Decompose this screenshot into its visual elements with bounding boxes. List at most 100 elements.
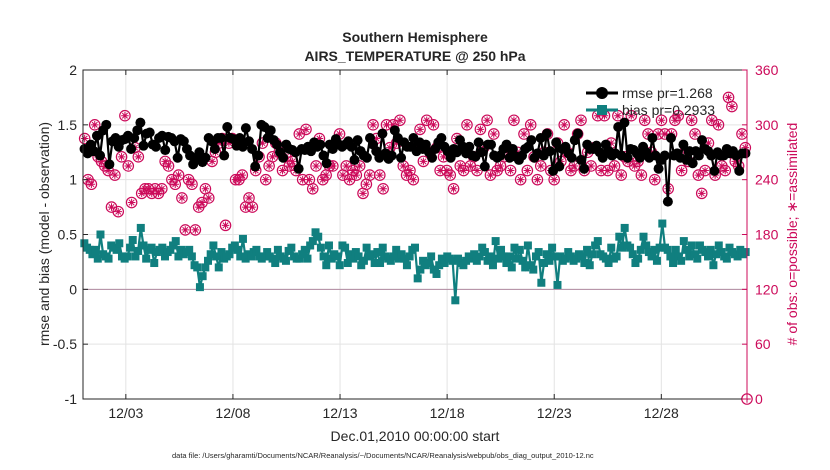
bias-point xyxy=(480,248,489,257)
x-tick-label: 12/03 xyxy=(108,405,143,421)
bias-point xyxy=(626,243,635,252)
bias-point xyxy=(736,245,745,254)
bias-point xyxy=(230,241,239,250)
obs-possible-point xyxy=(518,128,530,140)
obs-possible-point xyxy=(474,123,487,136)
y-right-tick-label: 240 xyxy=(755,172,779,188)
bias-point xyxy=(615,232,624,241)
bias-point xyxy=(518,256,527,265)
bias-point xyxy=(585,261,594,270)
bias-point xyxy=(467,254,476,263)
rmse-point xyxy=(464,141,475,152)
bias-point xyxy=(341,243,350,252)
bias-point xyxy=(542,250,551,259)
bias-point xyxy=(521,263,530,272)
obs-possible-point xyxy=(736,128,748,140)
bias-point xyxy=(470,250,479,259)
bias-point xyxy=(583,245,592,254)
bias-point xyxy=(435,261,444,270)
rmse-point xyxy=(222,122,233,133)
rmse-point xyxy=(647,132,658,143)
rmse-point xyxy=(321,158,332,169)
obs-possible-point xyxy=(367,119,379,131)
obs-possible-point xyxy=(414,123,426,136)
bias-point xyxy=(644,248,653,257)
rmse-point xyxy=(427,152,438,163)
y-right-tick-label: 60 xyxy=(755,336,771,352)
bias-point xyxy=(515,245,524,254)
bias-point xyxy=(413,274,422,283)
obs-possible-point xyxy=(699,164,711,177)
obs-possible-point xyxy=(558,119,571,131)
bias-point xyxy=(177,245,186,254)
rmse-point xyxy=(209,143,220,154)
rmse-point xyxy=(271,139,282,150)
bias-point xyxy=(427,252,436,261)
bias-point xyxy=(462,256,471,265)
bias-point xyxy=(376,259,385,268)
bias-point xyxy=(397,250,406,259)
bias-point xyxy=(212,252,221,261)
bias-point xyxy=(139,241,148,250)
obs-possible-point xyxy=(514,173,527,186)
bias-point xyxy=(386,256,395,265)
rmse-point xyxy=(250,161,261,172)
obs-possible-point xyxy=(461,119,473,131)
bias-point xyxy=(238,234,247,243)
bias-point xyxy=(131,252,140,261)
obs-possible-point xyxy=(672,109,685,122)
y-right-tick-label: 180 xyxy=(755,227,779,243)
bias-point xyxy=(287,243,296,252)
rmse-point xyxy=(697,135,708,146)
y-tick-label: 0.5 xyxy=(58,227,78,243)
obs-possible-point xyxy=(125,196,138,209)
bias-point xyxy=(298,250,307,259)
rmse-point xyxy=(200,152,211,163)
bias-point xyxy=(494,254,503,263)
rmse-point xyxy=(436,132,447,143)
x-axis-label: Dec.01,2010 00:00:00 start xyxy=(331,428,500,444)
bias-point xyxy=(628,250,637,259)
bias-point xyxy=(523,241,532,250)
rmse-point xyxy=(253,150,264,161)
bias-point xyxy=(572,254,581,263)
bias-point xyxy=(411,243,419,252)
bias-point xyxy=(128,235,137,244)
bias-point xyxy=(564,248,573,257)
bias-point xyxy=(491,237,500,246)
obs-possible-point xyxy=(373,169,386,181)
y-right-tick-label: 120 xyxy=(755,281,779,297)
bias-point xyxy=(311,228,320,237)
rmse-point xyxy=(361,152,372,163)
bias-point xyxy=(419,256,428,265)
rmse-point xyxy=(160,145,171,156)
bias-point xyxy=(171,237,180,246)
y-tick-label: 1.5 xyxy=(58,117,78,133)
bias-point xyxy=(327,254,336,263)
bias-point xyxy=(333,252,342,261)
bias-point xyxy=(185,245,194,254)
obs-possible-point xyxy=(78,132,91,145)
bias-point xyxy=(499,252,508,261)
bias-point xyxy=(631,259,640,268)
bias-point xyxy=(206,250,215,259)
obs-possible-point xyxy=(132,151,145,163)
obs-possible-point xyxy=(115,151,128,163)
bias-point xyxy=(306,241,315,250)
bias-point xyxy=(714,241,723,250)
y-tick-label: -1 xyxy=(65,391,78,407)
bias-point xyxy=(695,241,704,250)
obs-possible-point xyxy=(259,173,272,186)
bias-point xyxy=(88,250,97,259)
bias-point xyxy=(112,245,121,254)
bias-point xyxy=(685,252,694,261)
bias-point xyxy=(392,245,401,254)
rmse-point xyxy=(572,128,583,139)
bias-point xyxy=(472,256,481,265)
obs-possible-point xyxy=(481,114,493,127)
obs-possible-point xyxy=(407,173,420,186)
bias-point xyxy=(620,223,629,232)
bias-point xyxy=(134,246,143,255)
bias-point xyxy=(346,250,355,259)
bias-point xyxy=(281,256,290,265)
